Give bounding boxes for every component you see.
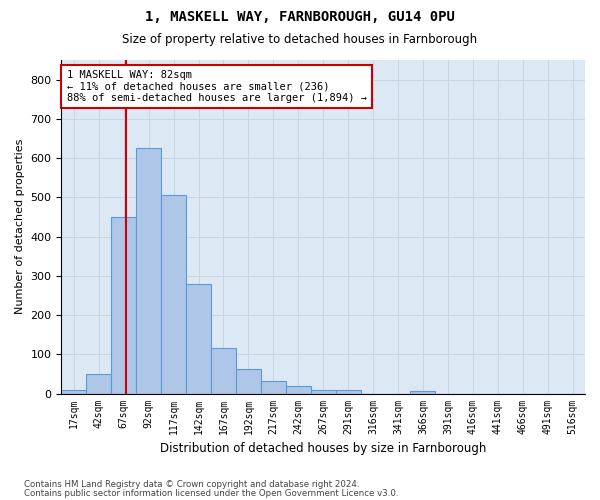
Bar bbox=[111, 217, 136, 394]
Bar bbox=[286, 386, 311, 394]
Bar bbox=[261, 380, 286, 394]
Text: Contains HM Land Registry data © Crown copyright and database right 2024.: Contains HM Land Registry data © Crown c… bbox=[24, 480, 359, 489]
Bar bbox=[311, 390, 335, 394]
Y-axis label: Number of detached properties: Number of detached properties bbox=[15, 139, 25, 314]
Bar bbox=[410, 391, 436, 394]
Bar bbox=[335, 390, 361, 394]
X-axis label: Distribution of detached houses by size in Farnborough: Distribution of detached houses by size … bbox=[160, 442, 487, 455]
Text: Size of property relative to detached houses in Farnborough: Size of property relative to detached ho… bbox=[122, 32, 478, 46]
Text: Contains public sector information licensed under the Open Government Licence v3: Contains public sector information licen… bbox=[24, 488, 398, 498]
Bar bbox=[161, 196, 186, 394]
Bar bbox=[136, 148, 161, 394]
Bar bbox=[211, 348, 236, 394]
Text: 1 MASKELL WAY: 82sqm
← 11% of detached houses are smaller (236)
88% of semi-deta: 1 MASKELL WAY: 82sqm ← 11% of detached h… bbox=[67, 70, 367, 103]
Bar bbox=[186, 284, 211, 394]
Text: 1, MASKELL WAY, FARNBOROUGH, GU14 0PU: 1, MASKELL WAY, FARNBOROUGH, GU14 0PU bbox=[145, 10, 455, 24]
Bar bbox=[86, 374, 111, 394]
Bar bbox=[236, 369, 261, 394]
Bar bbox=[61, 390, 86, 394]
